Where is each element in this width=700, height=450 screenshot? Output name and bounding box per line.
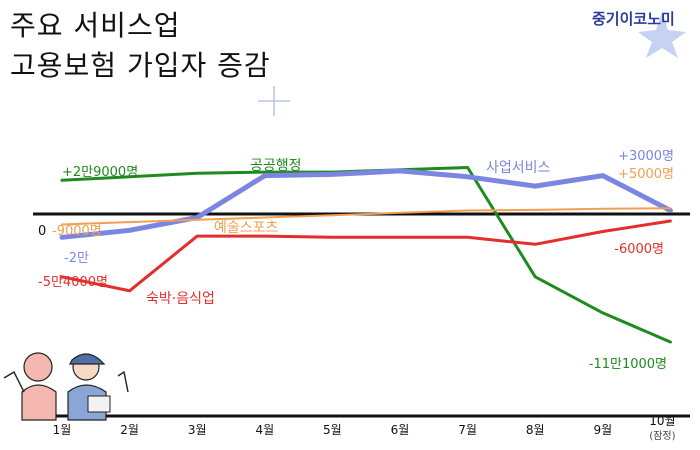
series-label-accommodation-food: 숙박·음식업 (146, 291, 215, 307)
x-tick-label: 5월 (323, 423, 342, 437)
chart-title-line2: 고용보험 가입자 증감 (10, 49, 271, 82)
workers-illustration (3, 352, 129, 421)
chart-title-line1: 주요 서비스업 (10, 9, 181, 42)
x-tick-label: 10월 (649, 414, 675, 428)
series-label-arts-sports: 예술스포츠 (214, 220, 279, 236)
x-tick-note: (잠정) (649, 430, 675, 442)
series-line-arts-sports (61, 207, 672, 226)
start-value-label-arts-sports: -9000명 (52, 224, 102, 239)
start-value-label-public-admin: +2만9000명 (62, 165, 138, 180)
series-line-business-services (59, 168, 673, 240)
end-value-label-accommodation-food: -6000명 (614, 242, 664, 257)
x-tick-label: 7월 (458, 423, 477, 437)
x-tick-label: 4월 (255, 423, 274, 437)
x-tick-label: 8월 (526, 423, 545, 437)
x-tick-label: 3월 (188, 423, 207, 437)
series-line-public-admin (60, 166, 672, 344)
series-line-accommodation-food (60, 219, 672, 293)
logo: 중기이코노미 (592, 10, 675, 28)
zero-label: 0 (38, 224, 46, 239)
series-label-business-services: 사업서비스 (486, 160, 551, 176)
x-tick-label: 6월 (391, 423, 410, 437)
x-tick-label: 9월 (593, 423, 612, 437)
end-value-label-arts-sports: +5000명 (618, 167, 674, 182)
x-tick-label: 1월 (53, 423, 72, 437)
end-value-label-public-admin: -11만1000명 (589, 357, 667, 372)
series-label-public-admin: 공공행정 (250, 158, 302, 174)
start-value-label-accommodation-food: -5만4000명 (38, 275, 108, 290)
x-tick-label: 2월 (120, 423, 139, 437)
star-icon (638, 12, 686, 58)
sparkle-icon (258, 86, 290, 116)
end-value-label-business-services: +3000명 (618, 149, 674, 164)
start-value-label-business-services: -2만 (64, 251, 89, 266)
